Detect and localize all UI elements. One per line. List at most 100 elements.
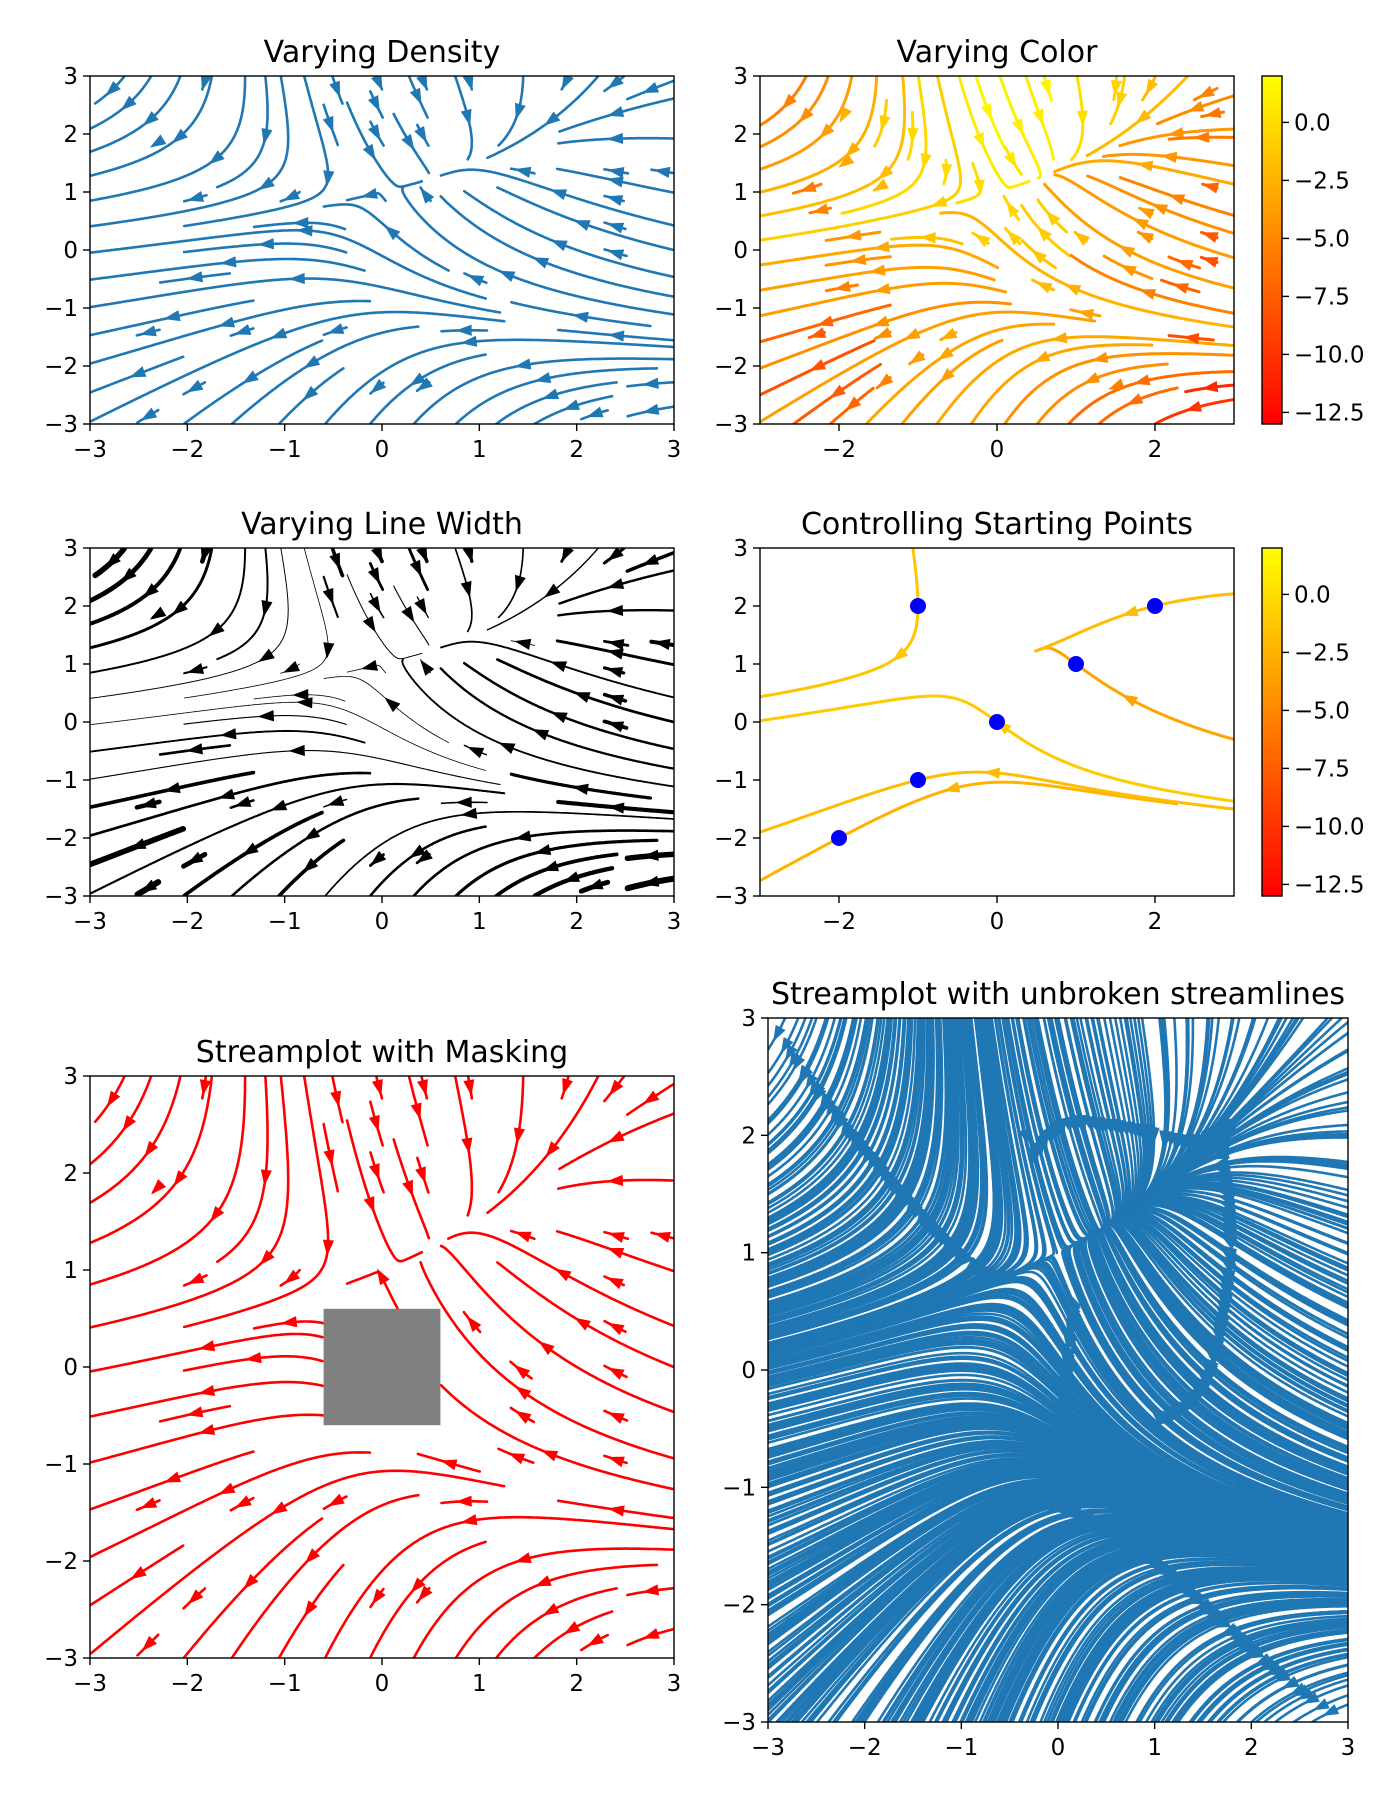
streamline-arrow xyxy=(538,1341,554,1355)
streamline-arrow xyxy=(920,232,936,243)
streamline-arrow xyxy=(328,1494,345,1507)
streamline-arrow xyxy=(415,1166,426,1183)
streamline-arrow xyxy=(218,317,235,328)
streamline xyxy=(760,76,806,125)
streamline-arrow xyxy=(542,388,559,399)
y-tick-label: −1 xyxy=(44,1452,78,1478)
streamline-arrow xyxy=(880,115,891,132)
start-point xyxy=(1147,598,1163,614)
start-point xyxy=(989,714,1005,730)
streamline xyxy=(90,77,245,201)
streamline-arrow xyxy=(463,1079,474,1096)
y-tick-label: 2 xyxy=(741,1123,756,1149)
streamline-arrow xyxy=(401,606,414,623)
streamline xyxy=(488,1076,599,1212)
streamline-arrow xyxy=(643,1091,659,1104)
streamline-arrow xyxy=(654,1232,671,1243)
streamline-arrow xyxy=(218,789,235,800)
streamline-arrow xyxy=(973,132,984,149)
streamline-arrow xyxy=(1172,283,1189,294)
y-tick-label: 0 xyxy=(63,710,78,736)
streamline-arrow xyxy=(845,229,862,240)
streamline-arrow xyxy=(515,1386,531,1400)
streamline-arrow xyxy=(1193,132,1209,143)
streamline xyxy=(217,77,267,188)
streamline-arrow xyxy=(420,188,434,204)
streamline-arrow xyxy=(587,407,604,418)
streamline-arrow xyxy=(141,408,158,421)
streamline xyxy=(1036,594,1234,651)
streamline-arrow xyxy=(608,167,625,178)
colorbar-tick-label: −7.5 xyxy=(1294,284,1350,310)
panel-controlling-starting-points: Controlling Starting Points−2 0 2−3−2−1012… xyxy=(714,507,1364,935)
streamline-arrow xyxy=(361,660,378,671)
streamline-arrow xyxy=(572,312,589,323)
streamline-arrow xyxy=(1064,284,1081,296)
streamline-arrow xyxy=(850,254,867,265)
streamline xyxy=(488,76,599,158)
streamline-arrow xyxy=(1051,332,1068,343)
streamline xyxy=(760,76,904,216)
streamline-arrow xyxy=(1168,194,1185,205)
streamline-arrow xyxy=(234,324,251,335)
streamline-arrow xyxy=(608,1505,625,1516)
colorbar xyxy=(1262,76,1282,424)
streamline-arrow xyxy=(499,743,516,754)
streamline-arrow xyxy=(368,95,380,112)
streamline-arrow xyxy=(187,191,204,202)
streamline-arrow xyxy=(608,1232,625,1243)
streamline-arrow xyxy=(368,596,381,613)
y-tick-label: 1 xyxy=(733,180,748,206)
streamline-arrow xyxy=(931,196,948,207)
streamline-arrow xyxy=(607,605,623,616)
streamline-arrow xyxy=(164,1472,181,1483)
streamline-arrow xyxy=(564,1621,581,1634)
streamline-arrow xyxy=(130,366,147,377)
x-tick-label: 1 xyxy=(472,437,487,463)
streamline-arrow xyxy=(289,273,305,284)
y-tick-label: 0 xyxy=(741,1358,756,1384)
streamline-arrow xyxy=(562,1078,573,1095)
streamline-arrow xyxy=(541,1450,558,1461)
start-point xyxy=(910,772,926,788)
streamline-arrow xyxy=(150,606,167,619)
streamline-arrow xyxy=(368,124,381,141)
streamline-arrow xyxy=(550,661,567,672)
streamline-arrow xyxy=(1138,208,1155,220)
streamline-arrow xyxy=(292,689,308,700)
x-tick-label: 2 xyxy=(569,1671,584,1697)
streamline xyxy=(90,77,180,152)
streamline-arrow xyxy=(909,350,925,364)
streamline xyxy=(90,1077,150,1164)
streamline-arrow xyxy=(1137,232,1154,244)
streamline-arrow xyxy=(234,796,251,807)
streamline-arrow xyxy=(608,1368,625,1380)
x-tick-label: 2 xyxy=(1148,909,1163,935)
streamline-arrow xyxy=(1004,151,1017,168)
streamline-arrow xyxy=(1134,374,1151,385)
panel-varying-color: Varying Color−2 0 2−3−2−101230.0−2.5−5.0−7… xyxy=(714,35,1364,463)
streamline-arrow xyxy=(606,667,623,678)
colorbar-tick-label: −2.5 xyxy=(1294,640,1350,666)
streamline-arrow xyxy=(327,323,344,334)
y-tick-label: −2 xyxy=(722,1593,756,1619)
streamline-arrow xyxy=(304,1600,318,1616)
streamline-arrow xyxy=(607,1175,623,1186)
y-tick-label: −1 xyxy=(44,768,78,794)
y-tick-label: −3 xyxy=(722,1710,756,1736)
y-tick-label: −2 xyxy=(714,354,748,380)
colorbar-tick-label: −5.0 xyxy=(1294,226,1350,252)
streamline-arrow xyxy=(258,710,274,721)
y-tick-label: 0 xyxy=(733,238,748,264)
y-tick-label: 3 xyxy=(63,64,78,90)
streamline-arrow xyxy=(235,1495,252,1508)
streamline-arrow xyxy=(420,660,434,676)
colorbar-tick-label: −2.5 xyxy=(1294,168,1350,194)
x-tick-label: −2 xyxy=(848,1735,882,1761)
streamline-arrow xyxy=(188,1273,205,1285)
y-tick-label: 0 xyxy=(63,238,78,264)
y-tick-label: 2 xyxy=(63,594,78,620)
streamline-arrow xyxy=(261,1169,272,1186)
streamline-arrow xyxy=(869,264,886,275)
colorbar-tick-label: −12.5 xyxy=(1294,400,1364,426)
